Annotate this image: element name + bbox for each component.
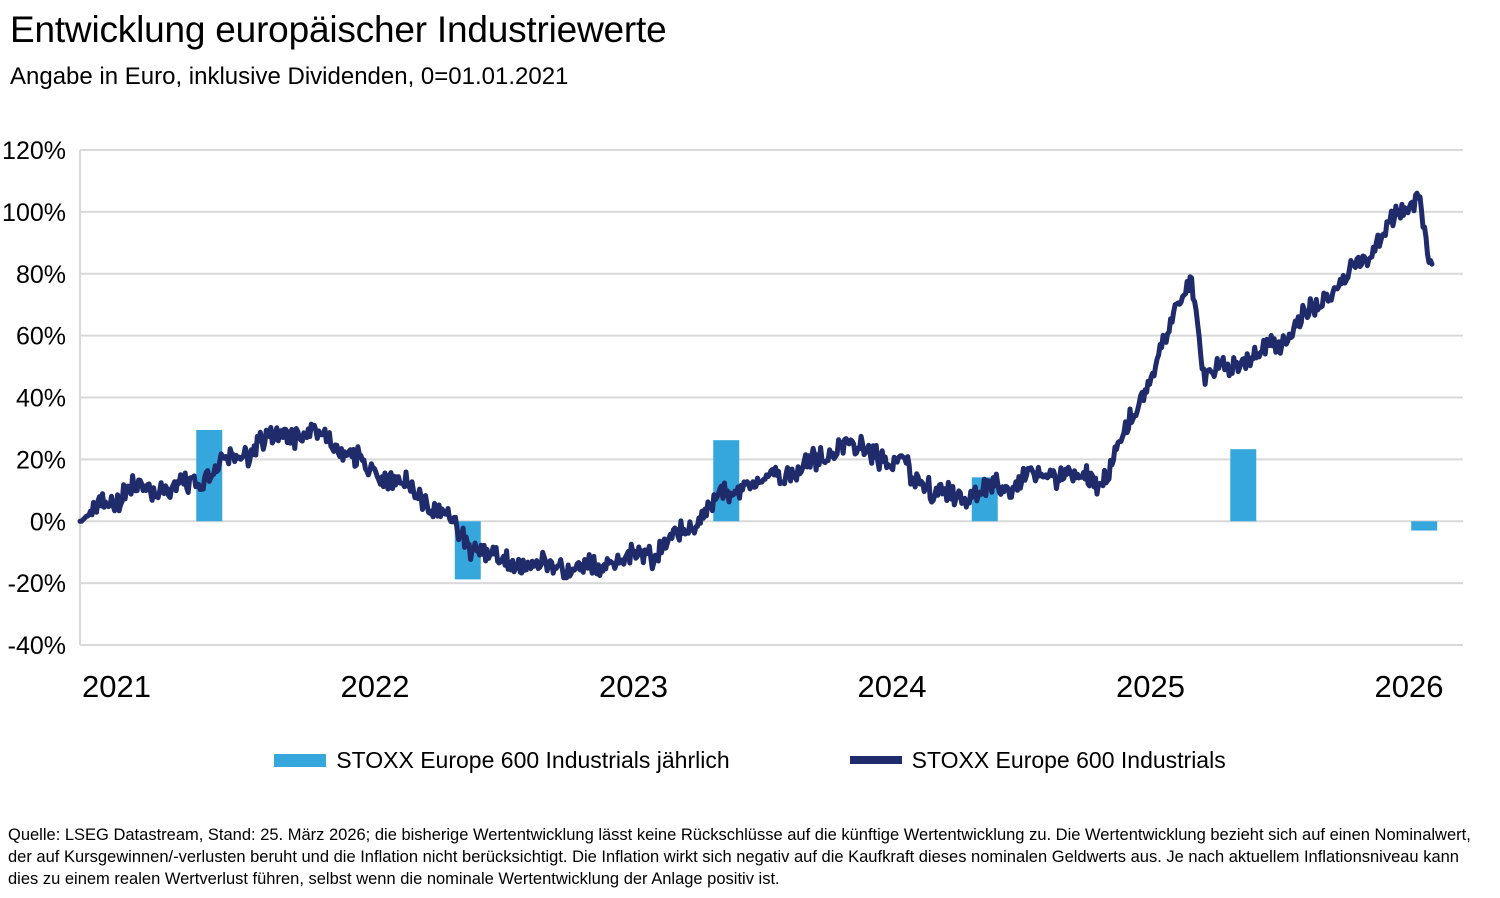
y-axis-tick-label: 100% xyxy=(2,199,66,227)
chart-plot-area: 120% 100% 80% 60% 40% 20% 0% -20% -40% 2021 2022 2… xyxy=(0,120,1500,720)
x-axis-tick-label: 2026 xyxy=(1375,669,1444,704)
y-axis-tick-label: 20% xyxy=(16,446,66,474)
y-axis-tick-label: -20% xyxy=(8,570,66,598)
x-axis-tick-label: 2023 xyxy=(599,669,668,704)
legend-swatch-bar-icon xyxy=(274,753,327,767)
chart-legend: STOXX Europe 600 Industrials jährlich ST… xyxy=(0,740,1500,780)
x-axis-tick-label: 2025 xyxy=(1116,669,1185,704)
y-axis-labels-group: 120% 100% 80% 60% 40% 20% 0% -20% -40% xyxy=(2,137,66,660)
y-axis-tick-label: 0% xyxy=(30,508,66,536)
page-title: Entwicklung europäischer Industriewerte xyxy=(10,9,667,50)
annual-bar xyxy=(1230,449,1257,522)
legend-label-line: STOXX Europe 600 Industrials xyxy=(911,747,1226,773)
legend-label-bars: STOXX Europe 600 Industrials jährlich xyxy=(336,747,730,773)
legend-swatch-line-icon xyxy=(849,756,902,764)
x-axis-tick-label: 2024 xyxy=(858,669,927,704)
y-axis-tick-label: 40% xyxy=(16,385,66,413)
annual-bar xyxy=(713,440,740,522)
y-axis-tick-label: 120% xyxy=(2,137,66,165)
x-axis-labels-group: 2021 2022 2023 2024 2025 2026 xyxy=(82,669,1443,704)
source-footnote: Quelle: LSEG Datastream, Stand: 25. März… xyxy=(8,826,1471,888)
y-axis-tick-label: 60% xyxy=(16,323,66,351)
y-axis-tick-label: 80% xyxy=(16,261,66,289)
index-line-series xyxy=(77,190,1435,581)
y-axis-tick-label: -40% xyxy=(8,632,66,660)
legend-item-bars: STOXX Europe 600 Industrials jährlich xyxy=(274,747,730,773)
gridlines-group xyxy=(79,149,1463,646)
page-subtitle: Angabe in Euro, inklusive Dividenden, 0=… xyxy=(10,63,569,90)
x-axis-tick-label: 2021 xyxy=(82,669,151,704)
annual-bar xyxy=(1411,521,1438,531)
legend-item-line: STOXX Europe 600 Industrials xyxy=(849,747,1226,773)
x-axis-tick-label: 2022 xyxy=(341,669,410,704)
chart-svg: 120%100%80%60%40%20%0%-20%-40% 2021 2022 2… xyxy=(2,137,1463,704)
annual-bars-group xyxy=(196,429,1438,580)
